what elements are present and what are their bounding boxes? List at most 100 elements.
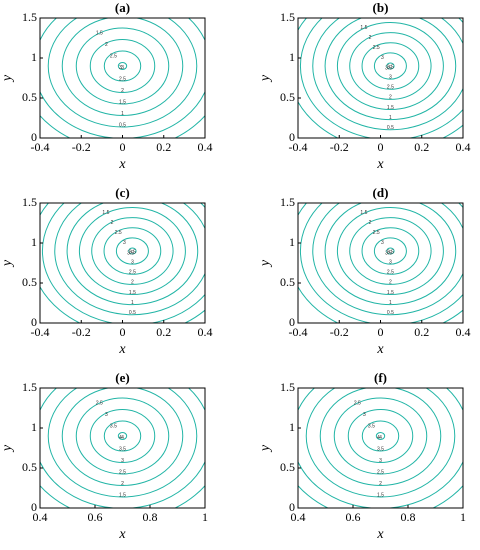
contour-line <box>117 432 128 440</box>
contour-label: 2.5 <box>377 469 384 475</box>
contour-line <box>333 397 428 475</box>
contour-label: 4 <box>119 435 122 441</box>
contour-line <box>103 227 162 275</box>
contour-label: 3.5 <box>368 423 375 429</box>
contour-label: 1 <box>389 115 392 121</box>
x-tick-label: 0.2 <box>156 325 171 339</box>
x-tick-label: 0 <box>120 140 126 154</box>
y-axis-label: y <box>258 444 273 453</box>
contour-line <box>91 217 174 285</box>
contour-line <box>373 237 407 265</box>
y-tick-label: 1 <box>31 50 37 64</box>
contour-label: 1 <box>131 300 134 306</box>
contour-label: 1.5 <box>102 210 109 216</box>
contour-line <box>128 247 137 255</box>
contour-line <box>312 203 463 316</box>
x-tick-label: 0.4 <box>456 325 471 339</box>
contour-label: 4 <box>121 435 124 441</box>
contour-line <box>347 409 414 463</box>
y-tick-label: 1.5 <box>22 195 37 209</box>
x-tick-label: -0.2 <box>72 325 91 339</box>
x-tick-label: 0 <box>378 325 384 339</box>
contour-line <box>373 52 407 80</box>
panel-title: (a) <box>115 0 130 15</box>
y-tick-label: 1 <box>31 235 37 249</box>
x-tick-label: 0.2 <box>156 140 171 154</box>
x-tick-label: 1 <box>202 510 208 524</box>
x-axis-label: x <box>376 342 384 357</box>
x-axis-label: x <box>376 527 384 542</box>
y-axis-label: y <box>258 259 273 268</box>
contour-line <box>61 388 184 486</box>
y-tick-label: 1.5 <box>280 10 295 24</box>
x-tick-label: 0.2 <box>414 140 429 154</box>
contour-label: 3.5 <box>377 446 384 452</box>
contour-label: 0.5 <box>119 122 126 128</box>
plot-frame <box>297 202 464 324</box>
contour-label: 2 <box>369 35 372 41</box>
contour-line <box>54 203 205 316</box>
y-tick-label: 0.5 <box>280 90 295 104</box>
contour-label: 1 <box>121 111 124 117</box>
x-tick-label: 0 <box>378 140 384 154</box>
y-tick-label: 1.5 <box>22 10 37 24</box>
contour-line <box>299 203 463 323</box>
x-tick-label: 0.8 <box>401 510 416 524</box>
y-tick-label: 0.5 <box>280 460 295 474</box>
contour-line <box>319 388 442 486</box>
contour-line <box>75 397 170 475</box>
contour-label: 3 <box>381 240 384 246</box>
contour-line <box>117 62 128 70</box>
contour-label: 1.5 <box>377 492 384 498</box>
contour-line <box>361 420 400 452</box>
contour-label: 2.5 <box>96 400 103 406</box>
y-tick-label: 0.5 <box>280 275 295 289</box>
contour-label: 1.5 <box>387 290 394 296</box>
x-tick-label: 0.4 <box>198 140 213 154</box>
x-tick-label: 1 <box>460 510 466 524</box>
contour-label: 1.5 <box>119 99 126 105</box>
contour-label: 2.5 <box>387 85 394 91</box>
contour-line <box>89 409 156 463</box>
contour-label: 1 <box>389 300 392 306</box>
contour-line <box>47 18 198 128</box>
x-tick-label: -0.4 <box>31 140 50 154</box>
contour-label: 3.5 <box>119 446 126 452</box>
x-tick-label: 0 <box>120 325 126 339</box>
contour-line <box>78 206 186 296</box>
contour-label: 3 <box>381 55 384 61</box>
contour-line <box>115 237 149 265</box>
contour-line <box>386 62 395 70</box>
contour-line <box>361 227 420 275</box>
x-tick-label: -0.4 <box>31 325 50 339</box>
y-tick-label: 1 <box>289 50 295 64</box>
y-tick-label: 0 <box>289 500 295 514</box>
contour-line <box>324 203 457 306</box>
y-tick-label: 1 <box>289 235 295 249</box>
contour-label: 3.5 <box>387 64 394 70</box>
contour-line <box>75 27 170 105</box>
panel-title: (e) <box>115 370 129 385</box>
contour-label: 0.5 <box>387 310 394 316</box>
x-tick-label: 0.4 <box>456 140 471 154</box>
contour-line <box>61 18 184 116</box>
x-tick-label: 0.4 <box>291 510 306 524</box>
contour-line <box>324 18 457 121</box>
contour-label: 2.5 <box>119 469 126 475</box>
x-tick-label: 0.6 <box>346 510 361 524</box>
contour-line <box>66 203 199 306</box>
contour-line <box>386 247 395 255</box>
y-tick-label: 0 <box>31 130 37 144</box>
contour-label: 3 <box>389 259 392 265</box>
y-tick-label: 0 <box>31 500 37 514</box>
contour-line <box>41 203 205 323</box>
contour-label: 2 <box>131 280 134 286</box>
contour-label: 3.5 <box>387 249 394 255</box>
contour-label: 3 <box>389 74 392 80</box>
contour-line <box>103 420 142 452</box>
x-tick-label: 0.8 <box>143 510 158 524</box>
plot-frame <box>297 17 464 139</box>
y-axis-label: y <box>0 259 15 268</box>
